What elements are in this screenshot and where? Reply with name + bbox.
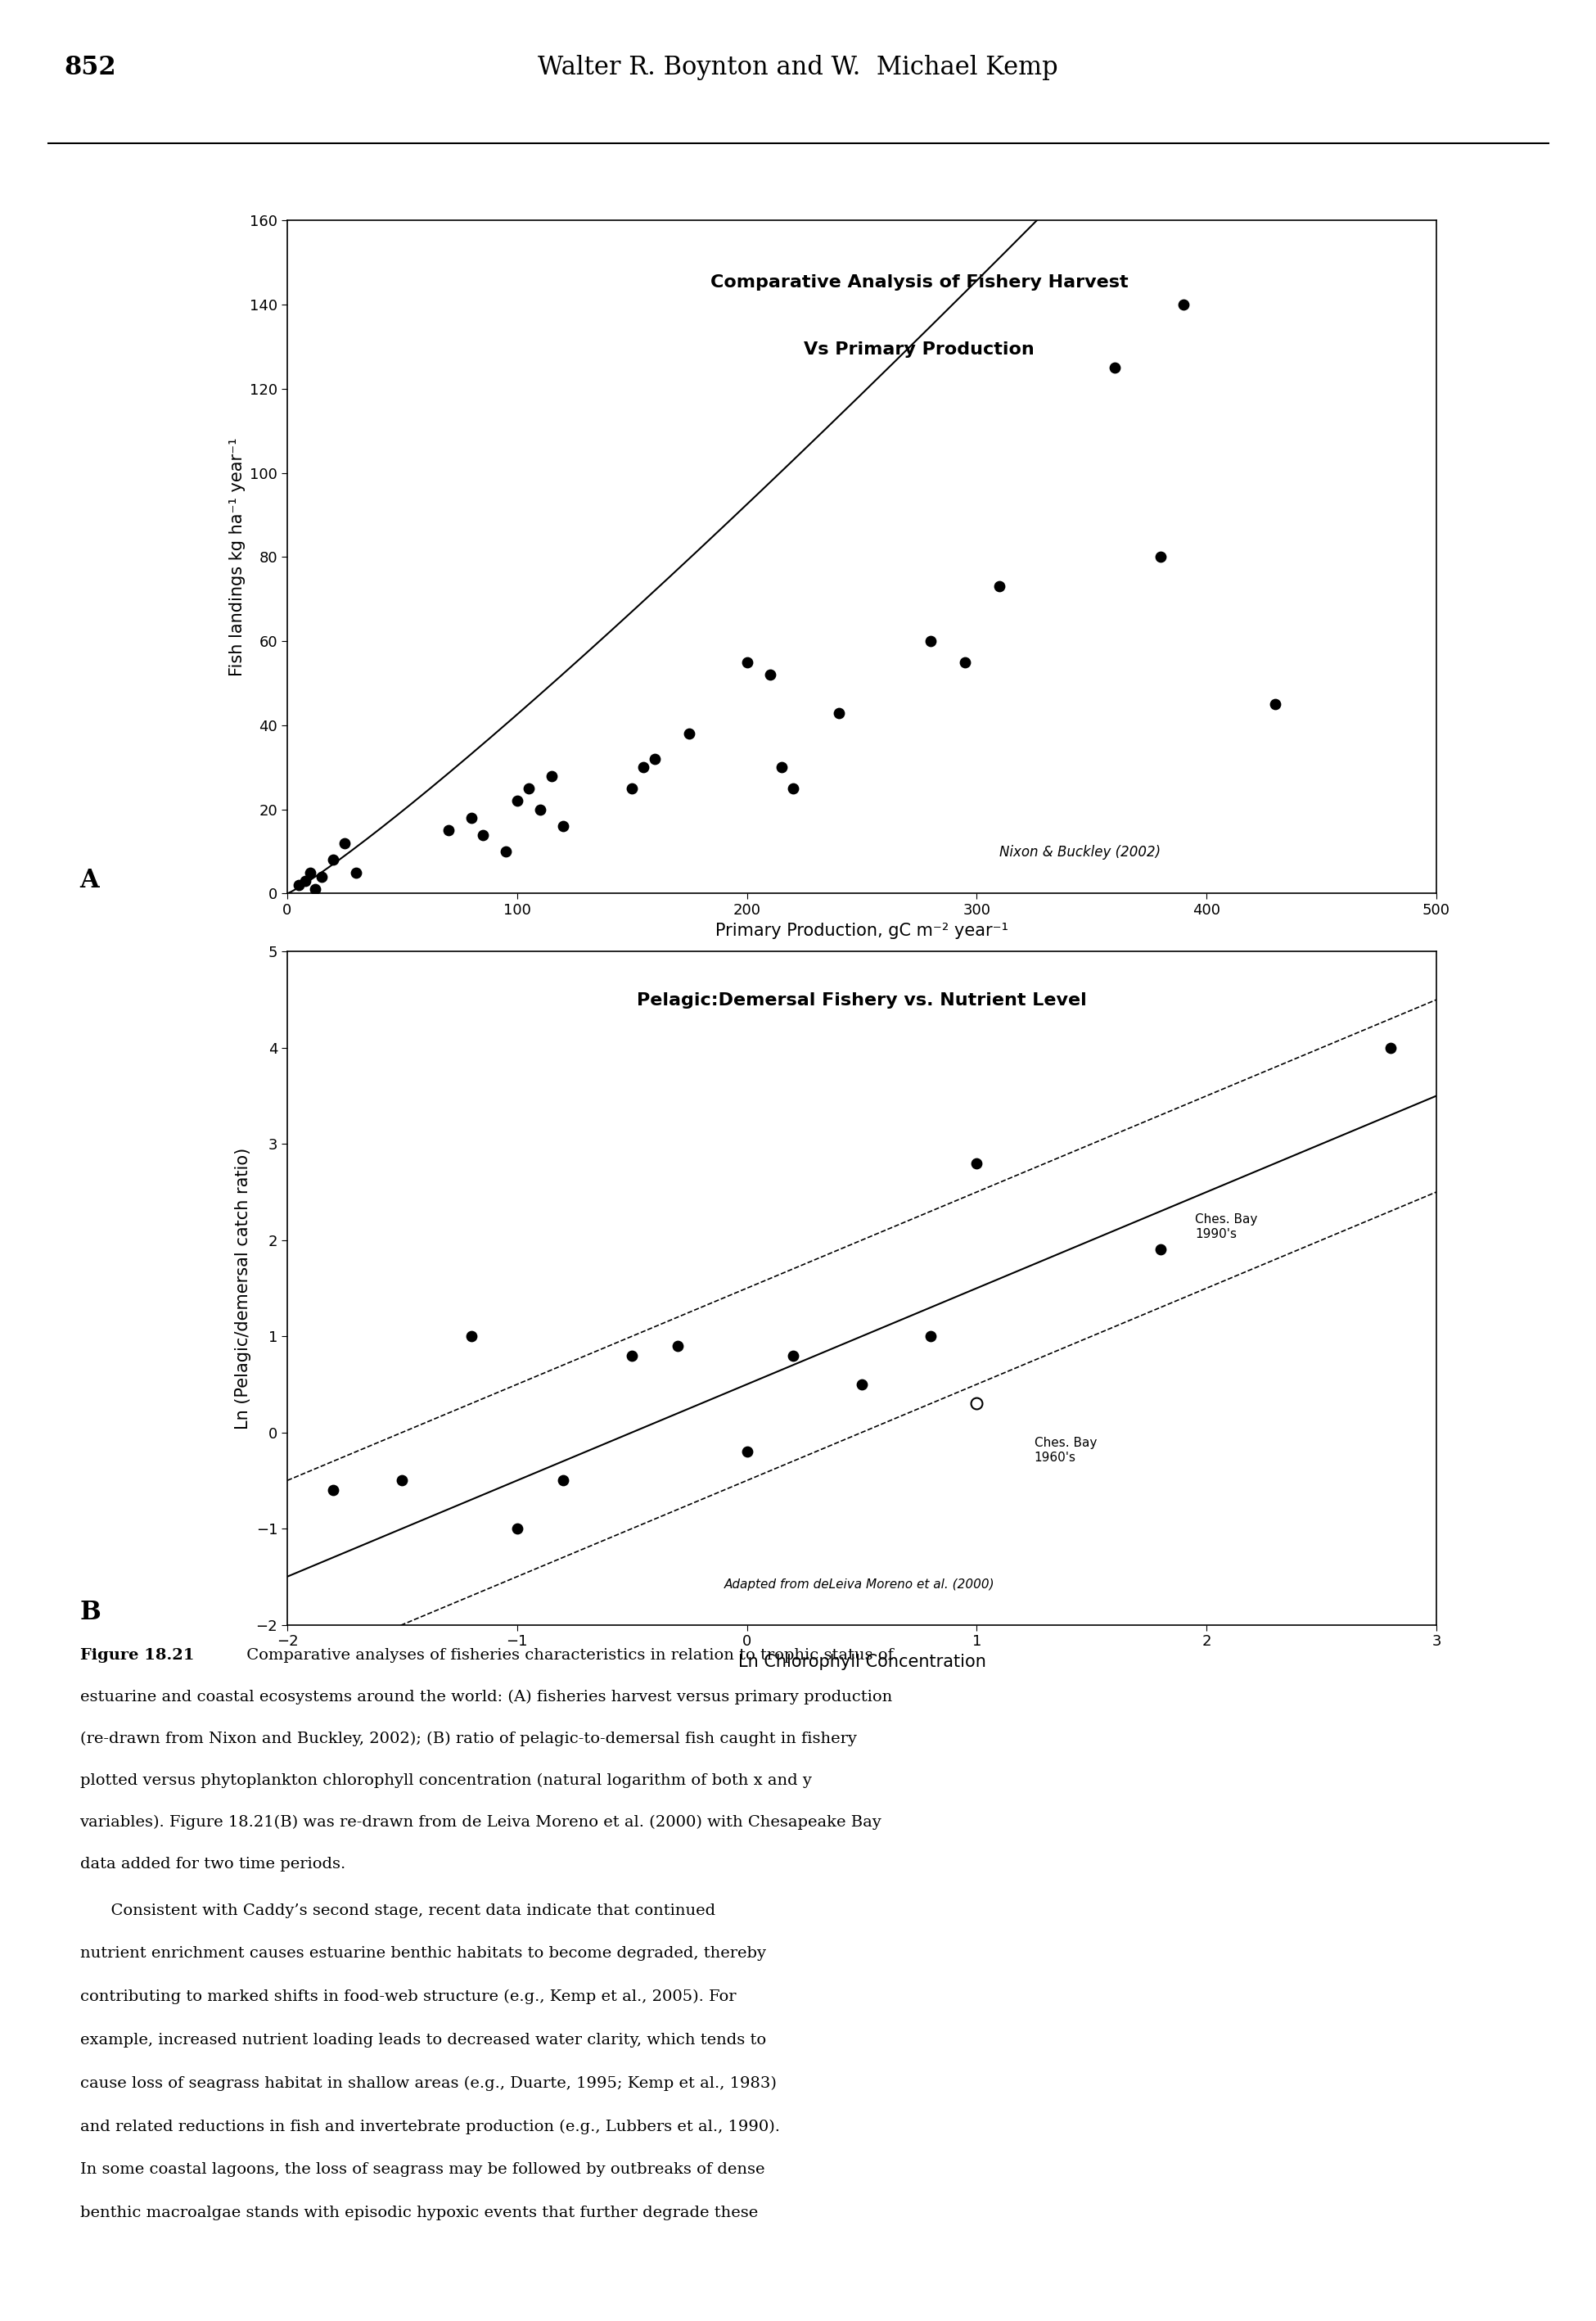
Point [310,859,335,896]
Point [642,740,667,778]
Point [849,1365,875,1402]
Point [1101,348,1127,385]
Text: example, increased nutrient loading leads to decreased water clarity, which tend: example, increased nutrient loading lead… [80,2033,766,2047]
Point [619,1337,645,1374]
Text: Walter R. Boynton and W.  Michael Kemp: Walter R. Boynton and W. Michael Kemp [538,56,1058,81]
Point [286,866,311,903]
Text: plotted versus phytoplankton chlorophyll concentration (natural logarithm of bot: plotted versus phytoplankton chlorophyll… [80,1773,811,1787]
Text: Figure 18.21: Figure 18.21 [80,1648,195,1662]
Point [551,808,576,845]
Point [458,1318,484,1355]
Text: data added for two time periods.: data added for two time periods. [80,1857,345,1871]
Text: Ches. Bay
1960's: Ches. Bay 1960's [1034,1437,1096,1465]
Point [321,1472,346,1509]
Text: contributing to marked shifts in food-web structure (e.g., Kemp et al., 2005). F: contributing to marked shifts in food-we… [80,1989,736,2005]
Point [1262,685,1288,722]
Text: Ches. Bay
1990's: Ches. Bay 1990's [1195,1214,1258,1239]
Text: Comparative analyses of fisheries characteristics in relation to trophic status : Comparative analyses of fisheries charac… [241,1648,894,1662]
Point [630,750,656,787]
Point [964,1386,990,1423]
Point [294,863,319,901]
Text: Adapted from deLeiva Moreno et al. (2000): Adapted from deLeiva Moreno et al. (2000… [725,1578,994,1592]
Point [389,1462,415,1499]
Point [734,1432,760,1469]
Y-axis label: Fish landings kg ha⁻¹ year⁻¹: Fish landings kg ha⁻¹ year⁻¹ [228,439,246,675]
Point [780,1337,806,1374]
Text: Vs Primary Production: Vs Primary Production [804,341,1034,357]
Text: Nixon & Buckley (2002): Nixon & Buckley (2002) [999,845,1160,859]
Text: variables). Figure 18.21(B) was re-drawn from de Leiva Moreno et al. (2000) with: variables). Figure 18.21(B) was re-drawn… [80,1815,881,1829]
Point [527,791,552,829]
Point [619,771,645,808]
Text: benthic macroalgae stands with episodic hypoxic events that further degrade thes: benthic macroalgae stands with episodic … [80,2205,758,2221]
Point [302,870,327,908]
Point [516,771,541,808]
Text: (re-drawn from Nixon and Buckley, 2002); (B) ratio of pelagic-to-demersal fish c: (re-drawn from Nixon and Buckley, 2002);… [80,1731,857,1745]
Point [321,840,346,877]
Point [918,1318,943,1355]
Text: and related reductions in fish and invertebrate production (e.g., Lubbers et al.: and related reductions in fish and inver… [80,2119,779,2133]
Point [757,657,782,694]
Text: B: B [80,1599,101,1625]
Point [332,824,358,861]
Point [666,1328,691,1365]
Point [964,1144,990,1181]
Point [769,750,795,787]
Point [458,798,484,836]
Text: estuarine and coastal ecosystems around the world: (A) fisheries harvest versus : estuarine and coastal ecosystems around … [80,1690,892,1704]
Point [918,622,943,659]
Point [493,833,519,870]
X-axis label: Primary Production, gC m⁻² year⁻¹: Primary Production, gC m⁻² year⁻¹ [715,921,1009,940]
Point [551,1462,576,1499]
Point [1377,1028,1403,1065]
Text: nutrient enrichment causes estuarine benthic habitats to become degraded, thereb: nutrient enrichment causes estuarine ben… [80,1947,766,1961]
Point [827,694,852,731]
Point [436,812,461,849]
Point [734,643,760,680]
Point [986,569,1012,606]
X-axis label: Ln Chlorophyll Concentration: Ln Chlorophyll Concentration [737,1653,986,1671]
Point [539,757,565,794]
Text: In some coastal lagoons, the loss of seagrass may be followed by outbreaks of de: In some coastal lagoons, the loss of sea… [80,2163,764,2177]
Text: Comparative Analysis of Fishery Harvest: Comparative Analysis of Fishery Harvest [710,274,1128,290]
Point [297,854,322,891]
Point [677,715,702,752]
Point [469,817,495,854]
Text: Consistent with Caddy’s second stage, recent data indicate that continued: Consistent with Caddy’s second stage, re… [80,1903,715,1917]
Point [504,1511,530,1548]
Y-axis label: Ln (Pelagic/demersal catch ratio): Ln (Pelagic/demersal catch ratio) [235,1147,251,1430]
Point [504,782,530,819]
Point [1171,285,1197,323]
Text: Pelagic:Demersal Fishery vs. Nutrient Level: Pelagic:Demersal Fishery vs. Nutrient Le… [637,991,1087,1007]
Point [953,643,978,680]
Text: A: A [80,868,99,894]
Text: cause loss of seagrass habitat in shallow areas (e.g., Duarte, 1995; Kemp et al.: cause loss of seagrass habitat in shallo… [80,2075,776,2091]
Text: 852: 852 [64,56,117,81]
Point [780,771,806,808]
Point [343,854,369,891]
Point [1148,538,1173,576]
Point [1148,1230,1173,1267]
